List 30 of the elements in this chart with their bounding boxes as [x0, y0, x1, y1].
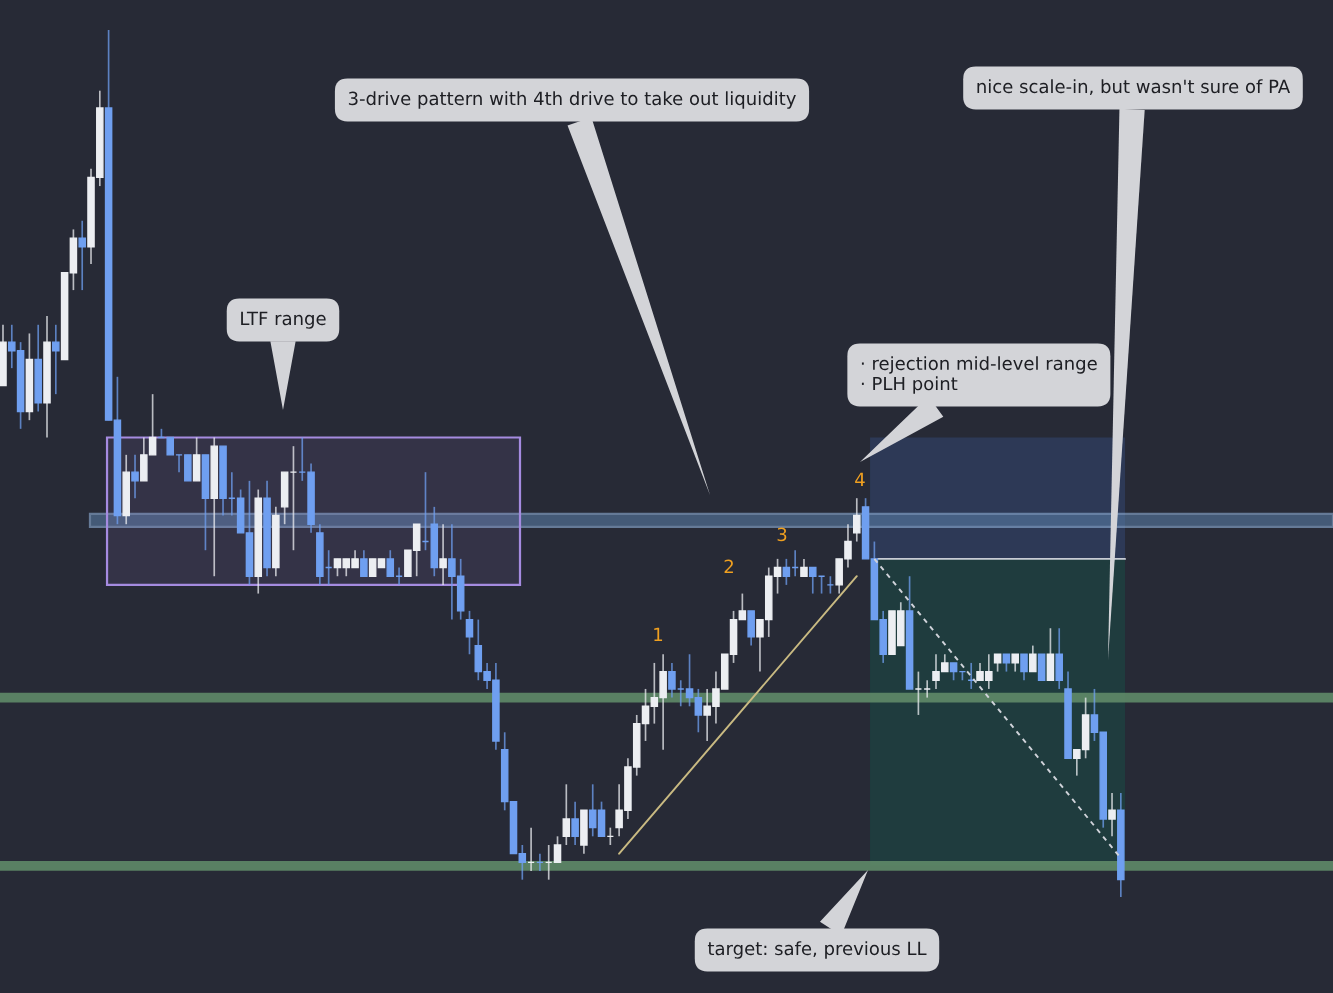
annotation: · rejection mid-level range · PLH point [861, 356, 1097, 394]
candlestick [668, 662, 676, 699]
candlestick [360, 549, 368, 578]
annotation: 3-drive pattern with 4th drive to take out liquidity [348, 91, 796, 109]
candlestick [1108, 792, 1116, 838]
candlestick [439, 523, 447, 586]
annotation: 4 [855, 472, 865, 486]
candlestick [1020, 653, 1028, 682]
annotation: 2 [724, 559, 733, 573]
candlestick [78, 219, 86, 291]
candlestick [853, 497, 861, 543]
candlestick [131, 454, 139, 500]
candlestick [386, 549, 395, 578]
candlestick [553, 835, 562, 864]
candlestick [1029, 644, 1037, 673]
candlestick [562, 783, 571, 846]
candlestick [738, 592, 747, 621]
annotation: 1 [654, 627, 663, 641]
candlestick [518, 844, 527, 881]
annotation: 3 [777, 527, 787, 542]
candlestick [465, 610, 474, 656]
annotation: LTF range [241, 311, 326, 329]
candlestick [782, 558, 791, 586]
candlestick [52, 323, 60, 395]
candlestick [685, 653, 694, 708]
text: target: safe, previous LL [707, 941, 927, 959]
candlestick [571, 800, 579, 846]
annotation: nice scale-in, but wasn't sure of PA [977, 79, 1291, 96]
candlestick [588, 783, 597, 838]
candlestick [694, 688, 703, 734]
